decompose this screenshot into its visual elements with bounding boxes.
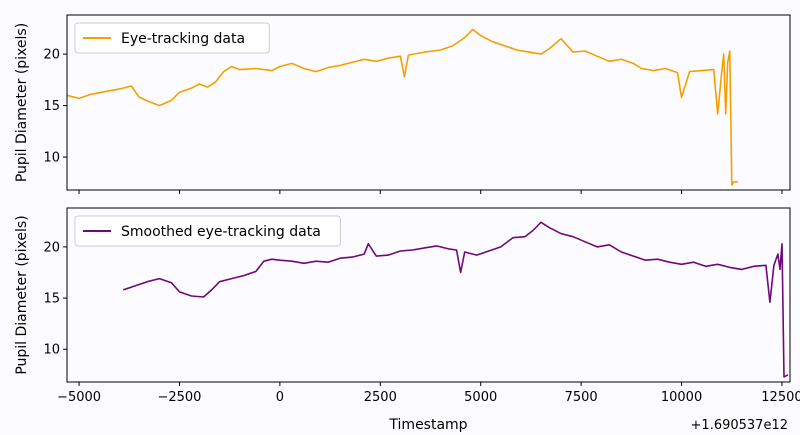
y-axis-label: Pupil Diameter (pixels) bbox=[14, 23, 30, 182]
y-tick-label: 15 bbox=[43, 99, 60, 114]
x-offset-label: +1.690537e12 bbox=[691, 418, 788, 433]
axes-frame bbox=[66, 207, 791, 383]
y-tick-label: 10 bbox=[43, 343, 60, 358]
legend-box bbox=[74, 22, 270, 54]
y-axis-label: Pupil Diameter (pixels) bbox=[14, 215, 30, 374]
x-tick-label: 0 bbox=[276, 390, 284, 405]
x-tick-label: 2500 bbox=[364, 390, 397, 405]
x-tick-label: 7500 bbox=[565, 390, 598, 405]
legend-label: Eye-tracking data bbox=[121, 31, 245, 47]
x-tick-label: −5000 bbox=[57, 390, 101, 405]
x-tick-label: 10000 bbox=[661, 390, 702, 405]
x-tick-label: 12500 bbox=[761, 390, 800, 405]
y-tick-label: 20 bbox=[43, 48, 60, 63]
legend-label: Smoothed eye-tracking data bbox=[121, 224, 321, 240]
x-tick-label: 5000 bbox=[464, 390, 497, 405]
subplot-1: 10 15 20 Pupil Diameter (pixels) Eye-trackin… bbox=[14, 14, 791, 194]
y-tick-label: 15 bbox=[43, 292, 60, 307]
x-tick-label: −2500 bbox=[157, 390, 201, 405]
y-tick-label: 10 bbox=[43, 151, 60, 166]
legend-box bbox=[74, 215, 341, 247]
series-line-1 bbox=[66, 28, 738, 186]
y-tick-label: 20 bbox=[43, 240, 60, 255]
x-axis-label: Timestamp bbox=[388, 417, 467, 433]
series-line-1 bbox=[122, 221, 789, 378]
axes-frame bbox=[66, 14, 791, 191]
subplot-2: 10 15 20 −5000 −2500 0 2500 5000 7500 10000 12500 P… bbox=[14, 207, 800, 433]
